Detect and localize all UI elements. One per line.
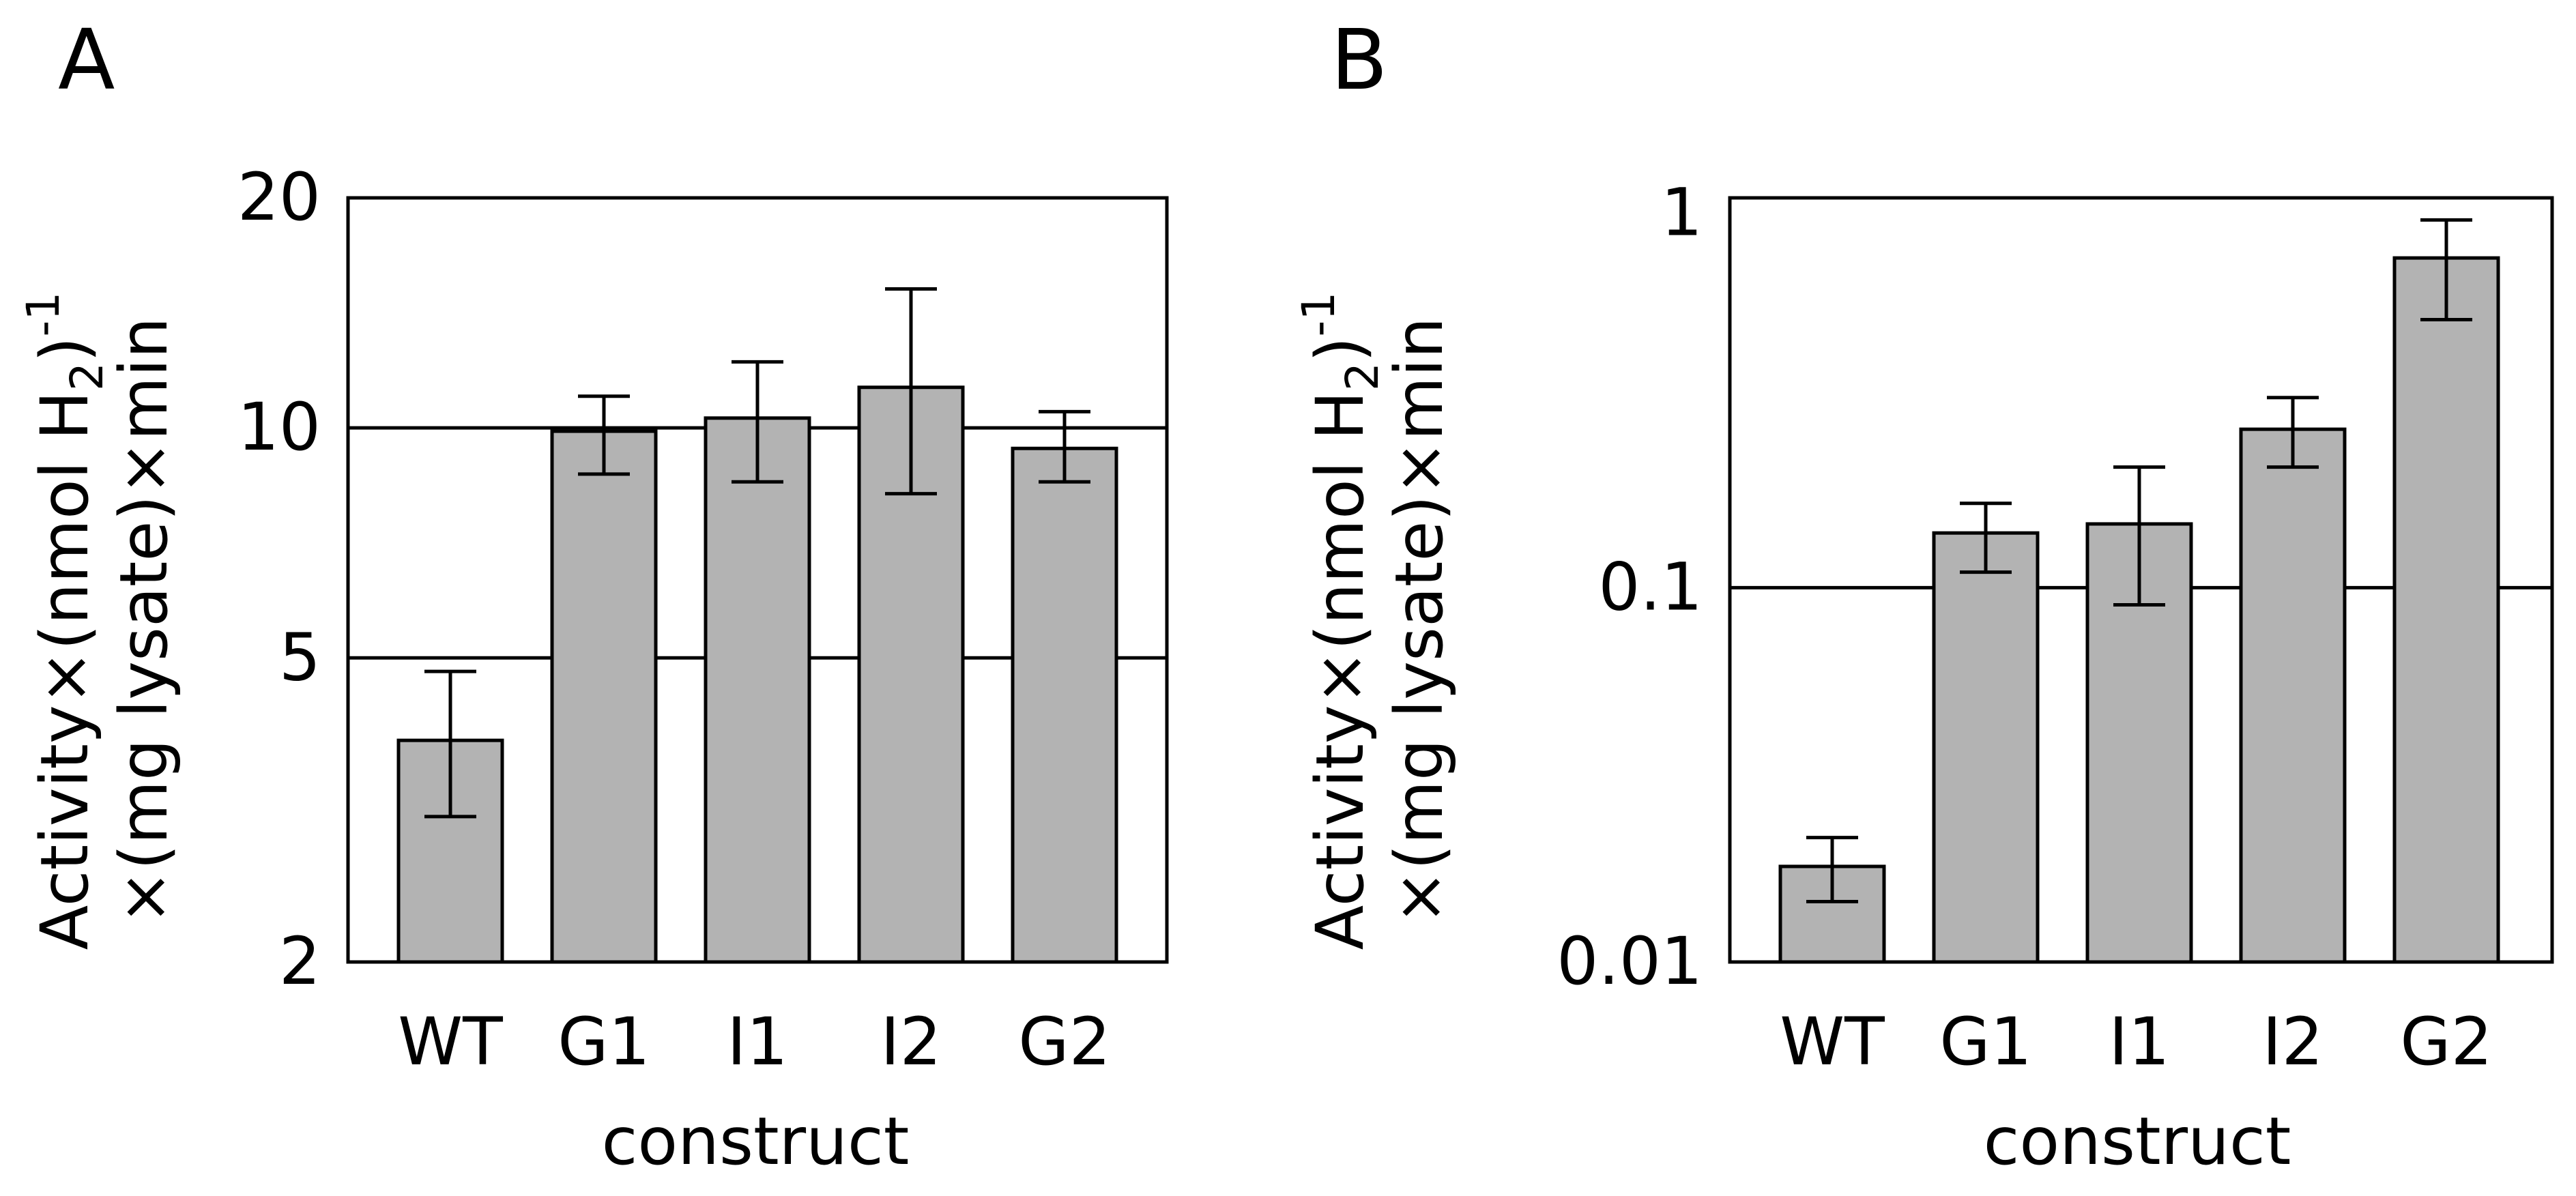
bar-a-i1	[704, 416, 811, 964]
y-axis-label-line2-b: ×(mg lysate)×min	[1381, 317, 1458, 925]
x-tick-label-a-g2: G2	[1018, 1004, 1110, 1080]
panel-label-b: B	[1331, 12, 1388, 108]
errorbar-a-i1	[732, 360, 783, 484]
y-tick-label-b: 0.01	[1557, 923, 1703, 1000]
y-axis-label-line1-a: Activity×(nmol H2)-1	[17, 292, 113, 950]
y-tick-labels-b: 0.01 0.1 1	[1557, 175, 1703, 1000]
y-axis-label-b: Activity×(nmol H2)-1 ×(mg lysate)×min	[1292, 292, 1458, 950]
errorbar-a-g2	[1039, 409, 1090, 484]
bars-b	[1778, 256, 2500, 964]
y-axis-label-a: Activity×(nmol H2)-1 ×(mg lysate)×min	[17, 292, 182, 950]
y-tick-label-b: 0.1	[1598, 549, 1703, 625]
bar-b-i2	[2239, 427, 2347, 964]
y-tick-label-a: 20	[237, 159, 321, 235]
y-axis-label-line1-b: Activity×(nmol H2)-1	[1292, 292, 1389, 950]
x-tick-label-b-i1: I1	[2109, 1004, 2169, 1080]
x-tick-label-a-i2: I2	[880, 1004, 941, 1080]
y-tick-label-b: 1	[1661, 175, 1703, 251]
x-tick-labels-b: WT G1 I1 I2 G2	[1780, 1004, 2493, 1080]
x-tick-label-b-g2: G2	[2400, 1004, 2492, 1080]
errorbars-a	[424, 287, 1090, 819]
bar-b-g2	[2392, 256, 2500, 964]
bar-a-g1	[550, 429, 658, 964]
errorbars-b	[1806, 218, 2472, 903]
errorbar-a-i2	[885, 287, 937, 496]
x-tick-label-b-wt: WT	[1780, 1004, 1885, 1080]
bar-a-g2	[1011, 446, 1118, 964]
errorbar-b-i1	[2113, 465, 2165, 607]
y-tick-labels-a: 2 5 10 20	[237, 159, 321, 1000]
bar-b-g1	[1932, 531, 2040, 964]
x-tick-label-b-i2: I2	[2262, 1004, 2323, 1080]
plot-frame-b	[1728, 196, 2554, 964]
plot-frame-a	[346, 196, 1169, 964]
x-axis-label-b: construct	[1984, 1103, 2291, 1180]
x-tick-label-b-g1: G1	[1939, 1004, 2031, 1080]
errorbar-b-wt	[1806, 836, 1858, 903]
panel-a: A 2 5 10 20 WT G1 I1 I2 G2 construct Activity×(…	[17, 12, 1169, 1180]
x-tick-label-a-g1: G1	[558, 1004, 650, 1080]
y-tick-label-a: 10	[237, 389, 321, 465]
y-axis-label-line2-a: ×(mg lysate)×min	[106, 317, 182, 925]
errorbar-a-wt	[424, 669, 476, 819]
y-tick-label-a: 2	[279, 923, 321, 1000]
x-tick-label-a-i1: I1	[727, 1004, 787, 1080]
errorbar-a-g1	[578, 394, 630, 476]
panel-label-a: A	[58, 12, 115, 108]
x-tick-labels-a: WT G1 I1 I2 G2	[398, 1004, 1111, 1080]
errorbar-b-g1	[1960, 501, 2012, 574]
bars-a	[396, 385, 1118, 964]
y-tick-label-a: 5	[279, 619, 321, 695]
x-axis-label-a: construct	[602, 1103, 910, 1180]
errorbar-b-g2	[2420, 218, 2472, 322]
x-tick-label-a-wt: WT	[398, 1004, 503, 1080]
errorbar-b-i2	[2267, 396, 2319, 469]
panel-b: B 0.01 0.1 1 WT G1 I1 I2 G2 construct Activity…	[1292, 12, 2554, 1180]
